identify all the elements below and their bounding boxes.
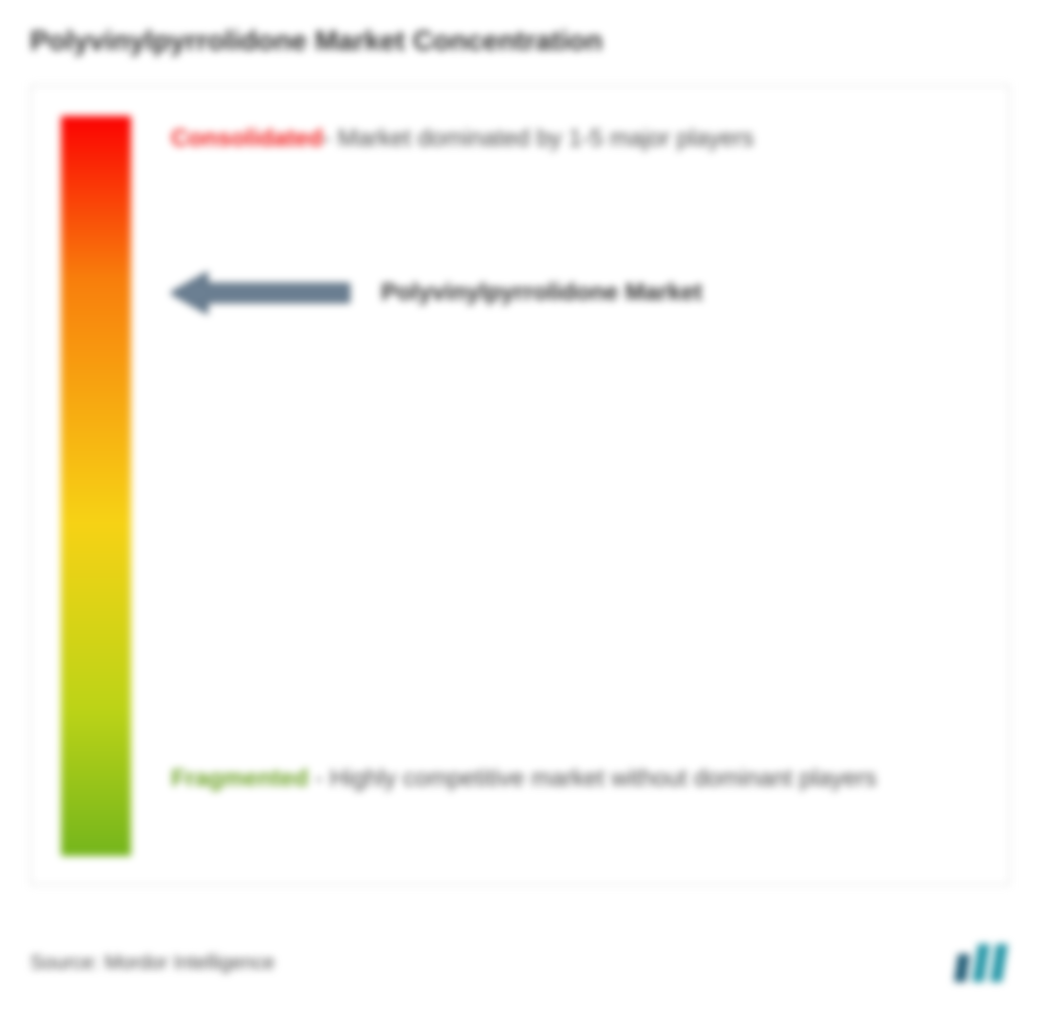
fragmented-description: Fragmented - Highly competitive market w… (171, 756, 984, 802)
text-area: Consolidated- Market dominated by 1-5 ma… (171, 116, 984, 162)
market-name-label: Polyvinylpyrrolidone Market (381, 279, 702, 307)
brand-logo (952, 942, 1012, 984)
chart-container: Consolidated- Market dominated by 1-5 ma… (30, 85, 1010, 885)
concentration-gradient-bar (61, 116, 131, 856)
fragmented-label: Fragmented (171, 765, 308, 792)
chart-title: Polyvinylpyrrolidone Market Concentratio… (30, 25, 1012, 57)
fragmented-text: - Highly competitive market without domi… (315, 765, 877, 792)
source-attribution: Source: Mordor Intelligence (30, 952, 275, 975)
logo-bars (952, 942, 1012, 984)
arrow-left-icon (171, 271, 351, 315)
consolidated-label: Consolidated (171, 125, 323, 152)
consolidated-description: Consolidated- Market dominated by 1-5 ma… (171, 116, 984, 162)
footer: Source: Mordor Intelligence (30, 942, 1012, 984)
consolidated-text: - Market dominated by 1-5 major players (323, 125, 754, 152)
market-position-arrow-row: Polyvinylpyrrolidone Market (171, 271, 702, 315)
